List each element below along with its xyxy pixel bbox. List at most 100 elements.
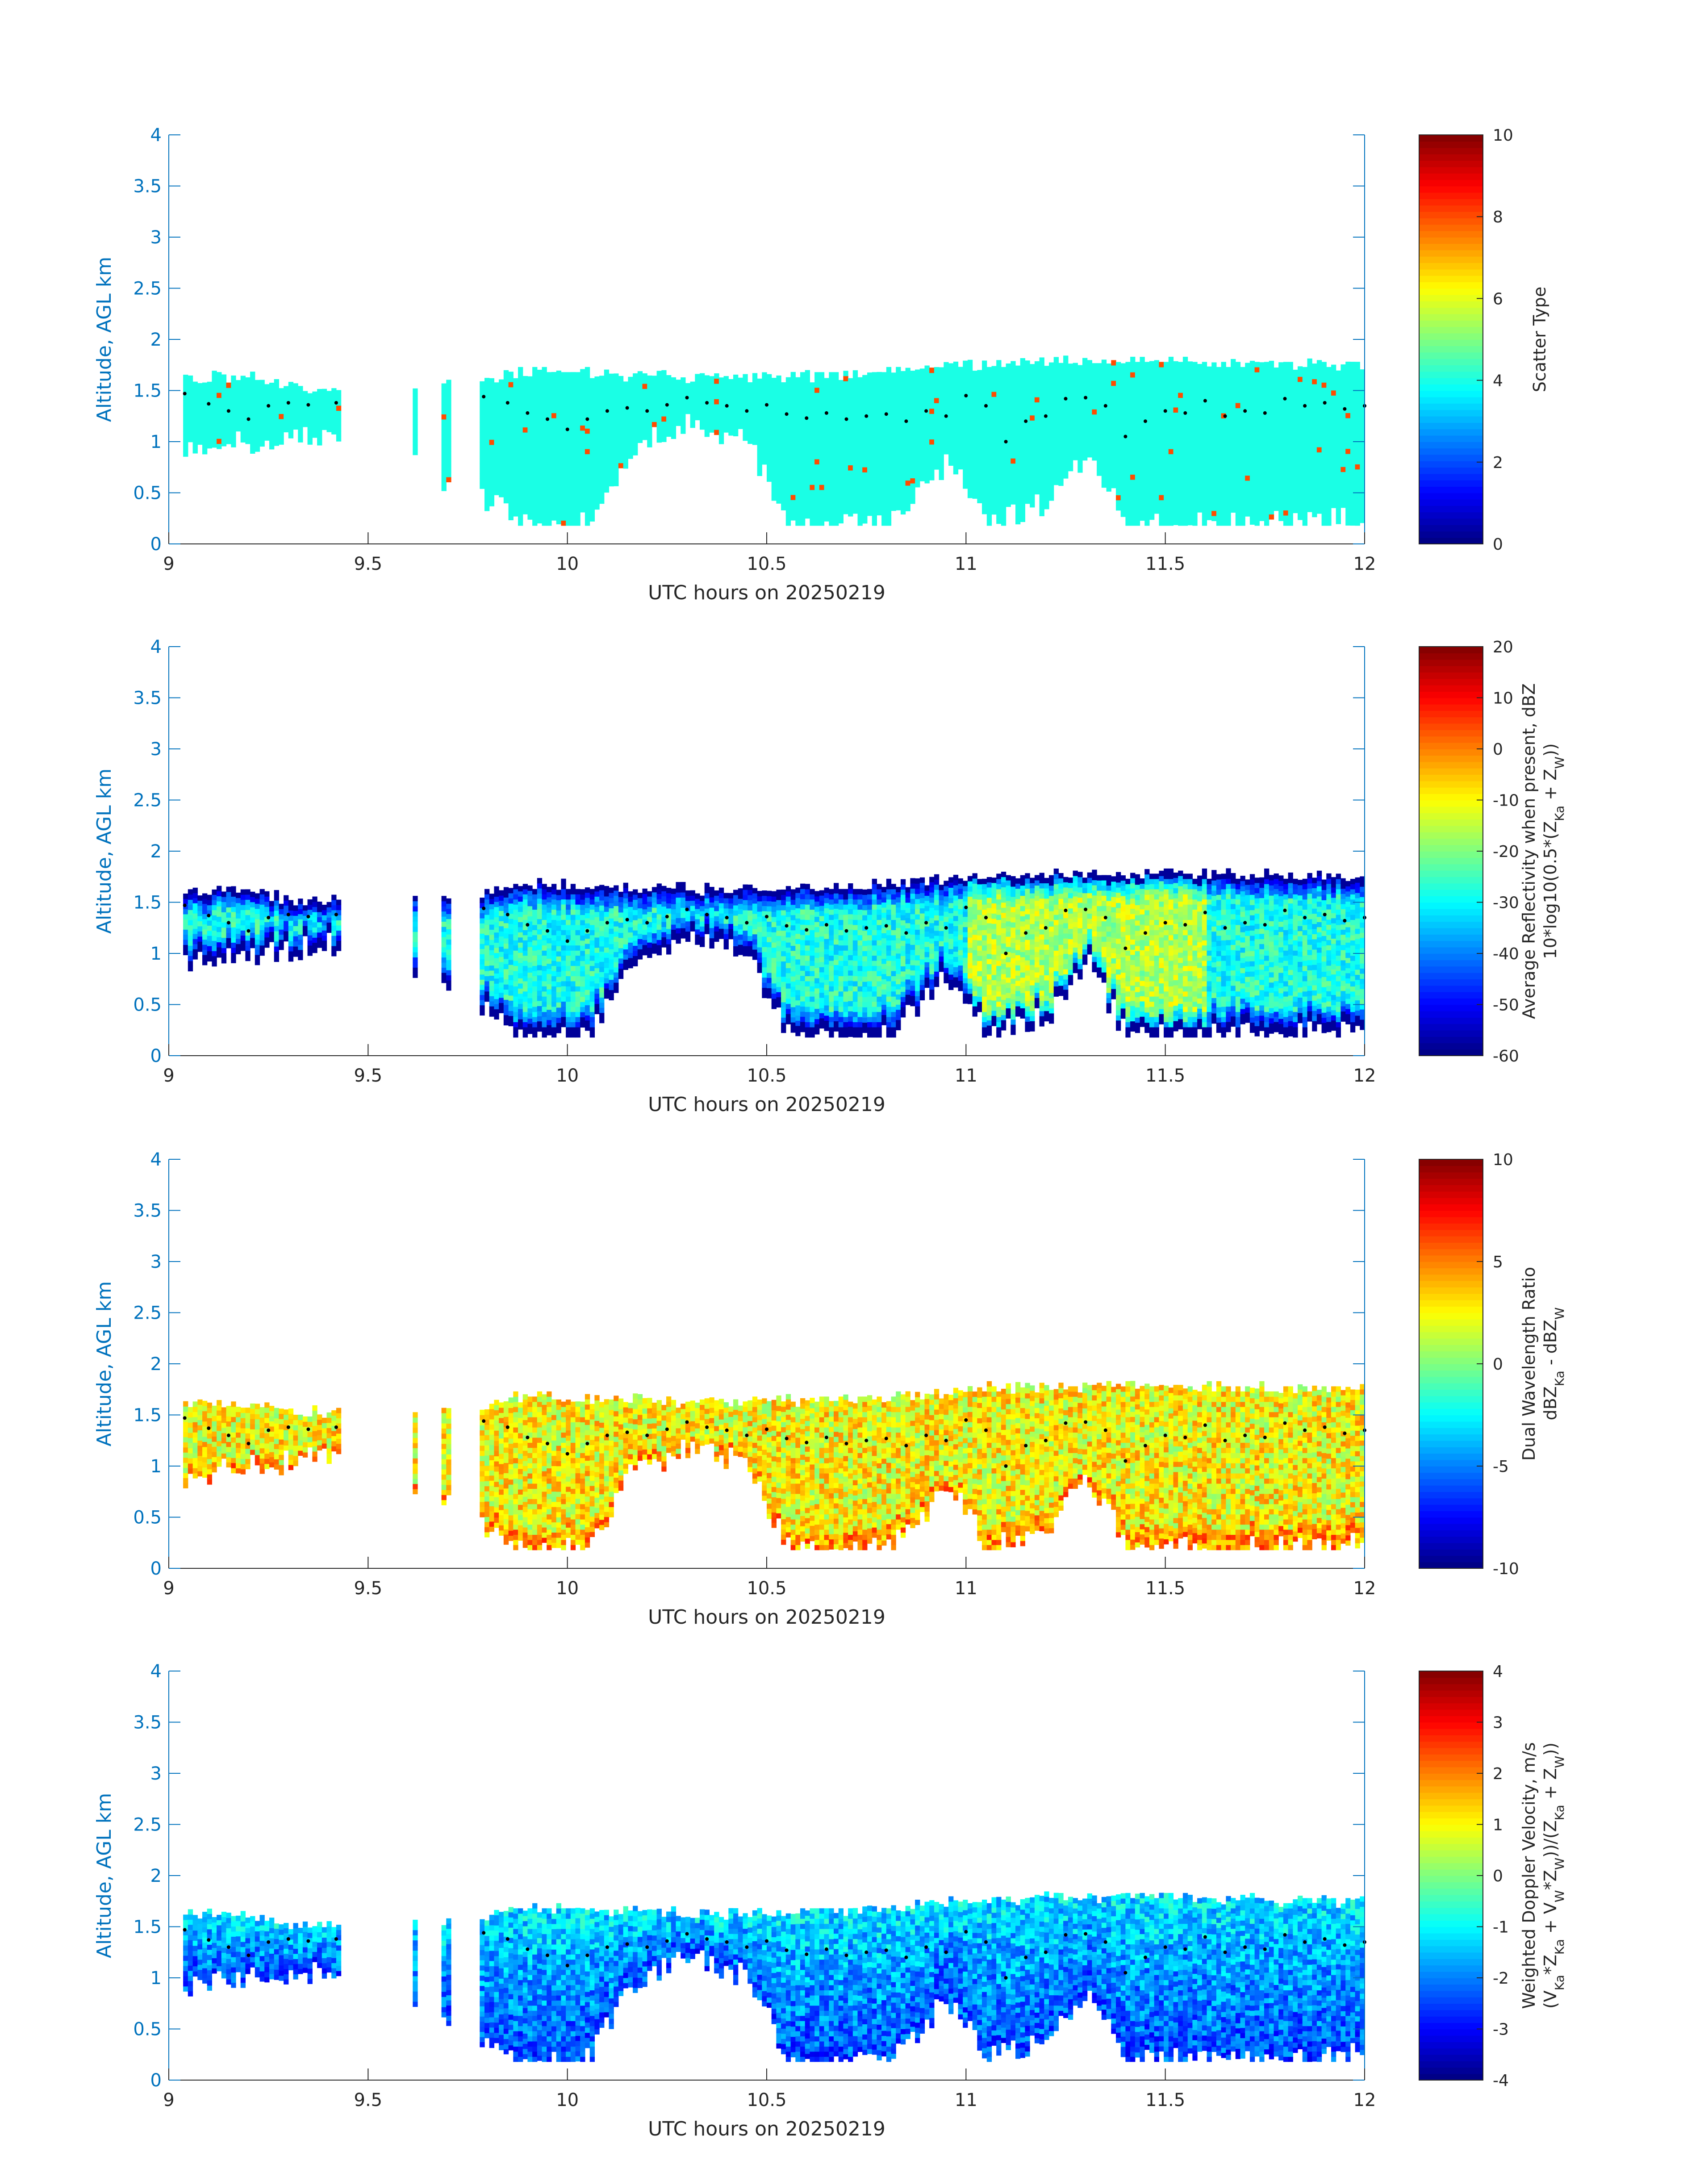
heatmap-cell — [656, 381, 662, 387]
heatmap-cell — [1159, 387, 1164, 393]
heatmap-cell — [982, 437, 987, 443]
heatmap-cell — [1140, 474, 1145, 480]
heatmap-cell — [1020, 486, 1025, 492]
heatmap-cell — [518, 413, 523, 418]
heatmap-cell — [1293, 421, 1298, 426]
heatmap-cell — [1092, 439, 1097, 445]
heatmap-cell — [1307, 414, 1312, 420]
heatmap-cell — [1025, 417, 1030, 422]
heatmap-cell — [580, 415, 585, 421]
heatmap-cell — [1202, 433, 1207, 439]
heatmap-cell — [1197, 425, 1203, 431]
heatmap-cell — [819, 459, 825, 464]
heatmap-cell — [604, 431, 610, 436]
heatmap-cell — [723, 406, 729, 412]
heatmap-cell — [977, 426, 982, 432]
heatmap-cell — [183, 426, 188, 431]
heatmap-cell — [494, 433, 499, 439]
heatmap-cell — [236, 390, 241, 396]
heatmap-cell — [924, 422, 930, 427]
heatmap-cell — [1187, 464, 1193, 469]
heatmap-cell — [508, 397, 514, 403]
heatmap-cell — [542, 469, 547, 475]
heatmap-cell — [441, 450, 447, 455]
heatmap-cell — [589, 516, 595, 522]
heatmap-cell — [944, 403, 949, 409]
heatmap-cell — [614, 455, 619, 461]
heatmap-cell — [1106, 425, 1111, 430]
heatmap-cell — [570, 500, 576, 506]
heatmap-cell — [1120, 450, 1126, 456]
heatmap-cell — [1235, 479, 1241, 485]
heatmap-cell — [522, 427, 528, 433]
heatmap-cell — [991, 386, 997, 392]
heatmap-cell — [967, 375, 973, 380]
heatmap-cell — [446, 430, 451, 436]
heatmap-cell — [1039, 480, 1044, 486]
heatmap-cell — [547, 408, 552, 414]
heatmap-cell — [872, 418, 877, 424]
heatmap-cell — [298, 386, 303, 392]
heatmap-cell — [982, 396, 987, 402]
heatmap-cell — [522, 504, 528, 510]
heatmap-cell — [857, 500, 863, 506]
heatmap-cell — [1197, 379, 1203, 385]
heatmap-cell — [508, 453, 514, 459]
heatmap-cell — [1111, 411, 1116, 417]
heatmap-cell — [1269, 504, 1274, 510]
heatmap-cell — [982, 493, 987, 499]
heatmap-cell — [307, 403, 313, 409]
heatmap-cell — [752, 373, 758, 379]
heatmap-cell — [1336, 478, 1341, 484]
heatmap-cell — [614, 470, 619, 476]
heatmap-cell — [1168, 397, 1174, 403]
heatmap-cell — [446, 380, 451, 385]
heatmap-cell — [245, 418, 251, 424]
heatmap-cell — [484, 388, 490, 394]
heatmap-cell — [1207, 402, 1212, 408]
heatmap-cell — [829, 495, 834, 501]
heatmap-cell — [633, 424, 638, 430]
heatmap-cell — [1168, 454, 1174, 460]
heatmap-cell — [480, 432, 485, 438]
heatmap-cell — [800, 433, 806, 439]
heatmap-cell — [647, 416, 652, 422]
heatmap-cell — [1077, 406, 1083, 412]
heatmap-cell — [1192, 515, 1198, 521]
heatmap-cell — [1077, 467, 1083, 473]
heatmap-cell — [771, 408, 777, 414]
heatmap-cell — [910, 401, 915, 407]
heatmap-cell — [1111, 457, 1116, 463]
heatmap-cell — [1293, 380, 1298, 385]
heatmap-cell — [867, 480, 873, 485]
heatmap-cell — [522, 458, 528, 464]
heatmap-cell — [1149, 386, 1155, 392]
heatmap-cell — [1135, 377, 1140, 383]
heatmap-cell — [1336, 452, 1341, 458]
heatmap-cell — [1202, 372, 1207, 378]
heatmap-cell — [1264, 510, 1270, 516]
heatmap-cell — [1159, 520, 1164, 526]
heatmap-cell — [212, 427, 217, 432]
heatmap-cell — [829, 397, 834, 403]
heatmap-cell — [551, 474, 557, 480]
heatmap-cell — [1231, 359, 1236, 364]
heatmap-cell — [924, 426, 930, 432]
heatmap-cell — [589, 383, 595, 389]
heatmap-cell — [762, 393, 767, 398]
heatmap-cell — [805, 411, 810, 417]
heatmap-cell — [963, 360, 968, 366]
heatmap-cell — [810, 469, 815, 475]
heatmap-cell — [1063, 371, 1069, 376]
heatmap-cell — [480, 381, 485, 387]
heatmap-cell — [1316, 401, 1322, 406]
heatmap-cell — [1011, 402, 1016, 408]
heatmap-cell — [762, 439, 767, 444]
heatmap-cell — [647, 391, 652, 397]
heatmap-cell — [1154, 391, 1159, 397]
heatmap-cell — [1216, 449, 1222, 455]
heatmap-cell — [1254, 418, 1260, 424]
heatmap-cell — [628, 382, 633, 388]
heatmap-cell — [776, 447, 781, 453]
heatmap-cell — [776, 442, 781, 447]
